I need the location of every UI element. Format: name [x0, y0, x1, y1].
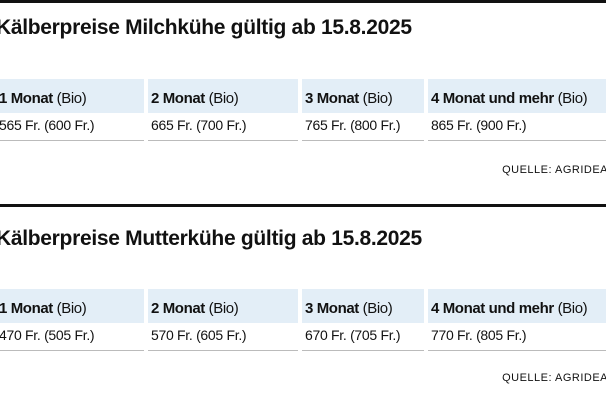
table-title: Kälberpreise Mutterkühe gültig ab 15.8.2… — [0, 227, 422, 250]
value-text: 565 Fr. (600 Fr.) — [0, 117, 95, 133]
header-label: 3 Monat — [305, 300, 359, 317]
header-text: 1 Monat (Bio) — [0, 300, 87, 317]
header-label: 2 Monat — [151, 90, 205, 107]
value-cell: 670 Fr. (705 Fr.) — [302, 323, 424, 351]
header-label: 4 Monat und mehr — [431, 90, 554, 107]
table-block: Kälberpreise Mutterkühe gültig ab 15.8.2… — [0, 204, 606, 405]
header-text: 4 Monat und mehr (Bio) — [431, 90, 588, 107]
header-label: 4 Monat und mehr — [431, 300, 554, 317]
header-cell: 1 Monat (Bio) — [0, 79, 144, 113]
header-label: 1 Monat — [0, 300, 53, 317]
header-cell: 3 Monat (Bio) — [302, 289, 424, 323]
value-text: 570 Fr. (605 Fr.) — [151, 327, 247, 343]
header-text: 3 Monat (Bio) — [305, 300, 393, 317]
header-note: (Bio) — [208, 300, 239, 317]
header-label: 2 Monat — [151, 300, 205, 317]
header-label: 1 Monat — [0, 90, 53, 107]
header-text: 2 Monat (Bio) — [151, 300, 239, 317]
value-cell: 865 Fr. (900 Fr.) — [428, 113, 606, 141]
header-text: 1 Monat (Bio) — [0, 90, 87, 107]
header-text: 2 Monat (Bio) — [151, 90, 239, 107]
header-cell: 1 Monat (Bio) — [0, 289, 144, 323]
value-cell: 570 Fr. (605 Fr.) — [148, 323, 298, 351]
divider — [0, 0, 606, 3]
table-title: Kälberpreise Milchkühe gültig ab 15.8.20… — [0, 16, 412, 39]
value-cell: 665 Fr. (700 Fr.) — [148, 113, 298, 141]
header-text: 3 Monat (Bio) — [305, 90, 393, 107]
value-cell: 470 Fr. (505 Fr.) — [0, 323, 144, 351]
value-text: 865 Fr. (900 Fr.) — [431, 117, 527, 133]
header-cell: 2 Monat (Bio) — [148, 289, 298, 323]
header-cell: 4 Monat und mehr (Bio) — [428, 79, 606, 113]
value-text: 470 Fr. (505 Fr.) — [0, 327, 95, 343]
value-text: 765 Fr. (800 Fr.) — [305, 117, 401, 133]
header-note: (Bio) — [557, 90, 588, 107]
header-label: 3 Monat — [305, 90, 359, 107]
header-note: (Bio) — [56, 300, 87, 317]
source: QUELLE: AGRIDEA — [502, 164, 606, 176]
header-note: (Bio) — [362, 300, 393, 317]
header-note: (Bio) — [362, 90, 393, 107]
table-block: Kälberpreise Milchkühe gültig ab 15.8.20… — [0, 0, 606, 200]
value-cell: 770 Fr. (805 Fr.) — [428, 323, 606, 351]
header-note: (Bio) — [208, 90, 239, 107]
header-note: (Bio) — [557, 300, 588, 317]
value-text: 770 Fr. (805 Fr.) — [431, 327, 527, 343]
header-cell: 2 Monat (Bio) — [148, 79, 298, 113]
source: QUELLE: AGRIDEA — [502, 372, 606, 384]
divider — [0, 204, 606, 207]
value-cell: 565 Fr. (600 Fr.) — [0, 113, 144, 141]
value-text: 665 Fr. (700 Fr.) — [151, 117, 247, 133]
value-cell: 765 Fr. (800 Fr.) — [302, 113, 424, 141]
header-cell: 3 Monat (Bio) — [302, 79, 424, 113]
header-text: 4 Monat und mehr (Bio) — [431, 300, 588, 317]
header-cell: 4 Monat und mehr (Bio) — [428, 289, 606, 323]
header-note: (Bio) — [56, 90, 87, 107]
value-text: 670 Fr. (705 Fr.) — [305, 327, 401, 343]
